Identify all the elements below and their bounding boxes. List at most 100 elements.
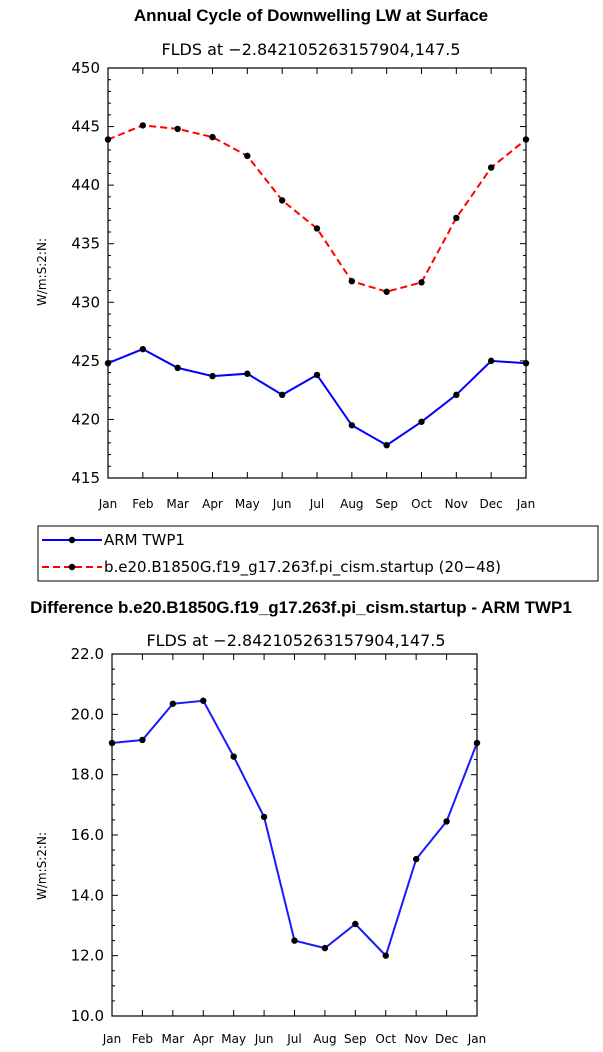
c1-series-line-1 xyxy=(107,124,527,293)
c2-xtick-label: Sep xyxy=(344,1032,367,1046)
c1-series-1-point xyxy=(313,225,321,232)
chart2-subtitle: FLDS at −2.842105263157904,147.5 xyxy=(146,631,445,650)
chart2-plot-frame xyxy=(111,653,478,1017)
c1-series-1-point xyxy=(348,278,356,285)
c1-ytick-label: 420 xyxy=(71,410,100,428)
c1-series-0-point xyxy=(383,442,390,449)
c1-series-1-point xyxy=(383,288,390,295)
c2-series-0-point xyxy=(108,739,116,747)
c2-xtick-label: Mar xyxy=(162,1032,185,1046)
c1-xtick-label: Jan xyxy=(98,497,118,511)
c2-series-0-point xyxy=(382,952,389,959)
c1-xtick-label: Mar xyxy=(166,497,189,511)
c2-xtick-label: May xyxy=(221,1032,246,1046)
c1-series-1-point xyxy=(418,279,425,286)
chart1-y-axis-label: W/m:S:2:N: xyxy=(35,238,49,306)
c1-series-1-point xyxy=(278,197,286,204)
c1-series-1-point xyxy=(453,214,460,222)
c1-xtick-label: Nov xyxy=(445,497,468,511)
c2-series-line-0 xyxy=(111,699,478,958)
chart1-plot-frame xyxy=(107,67,527,479)
legend-box xyxy=(37,525,599,582)
c1-series-0-point xyxy=(522,360,530,367)
c2-xtick-label: Jul xyxy=(286,1032,301,1046)
c2-xtick-label: Nov xyxy=(404,1032,427,1046)
c1-xtick-label: Jul xyxy=(309,497,324,511)
c1-series-0-point xyxy=(418,418,425,425)
c2-series-0-point xyxy=(169,700,177,707)
chart2-y-ticks: 10.0 12.0 14.0 16.0 18.0 20.0 22.0 xyxy=(71,645,477,1025)
c1-xtick-label: Dec xyxy=(480,497,503,511)
c2-series-0-point xyxy=(260,813,268,821)
c2-xtick-label: Apr xyxy=(193,1032,214,1046)
c1-xtick-label: Aug xyxy=(340,497,363,511)
chart-annual-cycle: Annual Cycle of Downwelling LW at Surfac… xyxy=(35,6,535,511)
c1-ytick-label: 435 xyxy=(71,235,100,253)
legend-label-obs: ARM TWP1 xyxy=(104,531,185,549)
c1-series-1-point xyxy=(104,136,112,143)
c2-series-0-point xyxy=(473,739,481,747)
c1-xtick-label: Jan xyxy=(516,497,536,511)
c1-series-1-point xyxy=(522,136,530,143)
c1-series-1-point xyxy=(209,133,216,141)
chart-difference: Difference b.e20.B1850G.f19_g17.263f.pi_… xyxy=(30,598,572,1046)
c1-series-0-point xyxy=(278,391,286,399)
c2-series-0-point xyxy=(200,697,207,704)
c1-series-1-point xyxy=(174,125,181,133)
c2-xtick-label: Jun xyxy=(254,1032,274,1046)
legend-label-model: b.e20.B1850G.f19_g17.263f.pi_cism.startu… xyxy=(104,558,501,577)
c2-ytick-label: 14.0 xyxy=(71,886,104,904)
c2-series-0-point xyxy=(321,944,329,952)
chart1-series xyxy=(104,122,530,449)
c2-series-0-point xyxy=(352,920,359,928)
c1-xtick-label: May xyxy=(235,497,260,511)
c2-series-0-point xyxy=(291,937,298,944)
c2-ytick-label: 18.0 xyxy=(71,766,104,784)
c2-xtick-label: Oct xyxy=(375,1032,396,1046)
c1-series-0-point xyxy=(104,360,112,367)
chart1-legend: ARM TWP1 b.e20.B1850G.f19_g17.263f.pi_ci… xyxy=(37,525,599,582)
c2-xtick-label: Dec xyxy=(435,1032,458,1046)
c1-series-0-point xyxy=(209,372,216,380)
c1-ytick-label: 425 xyxy=(71,352,100,370)
legend-marker-model xyxy=(68,563,76,571)
c1-series-1-point xyxy=(139,122,147,129)
c1-series-1-point xyxy=(244,152,251,160)
c2-xtick-label: Feb xyxy=(132,1032,153,1046)
c1-series-1-point xyxy=(487,164,495,171)
c2-series-0-point xyxy=(230,753,237,760)
chart1-title: Annual Cycle of Downwelling LW at Surfac… xyxy=(134,6,488,25)
c1-series-0-point xyxy=(487,357,495,365)
c2-ytick-label: 22.0 xyxy=(71,645,104,663)
chart2-y-axis-label: W/m:S:2:N: xyxy=(35,832,49,900)
c1-xtick-label: Oct xyxy=(411,497,432,511)
c1-xtick-label: Sep xyxy=(375,497,398,511)
c1-ytick-label: 445 xyxy=(71,118,100,136)
c2-ytick-label: 12.0 xyxy=(71,947,104,965)
c2-ytick-label: 10.0 xyxy=(71,1007,104,1025)
c1-series-0-point xyxy=(313,371,321,379)
c2-series-0-point xyxy=(412,855,420,863)
c1-series-line-0 xyxy=(107,347,527,447)
legend-marker-obs xyxy=(68,536,76,544)
c1-series-0-point xyxy=(348,422,356,429)
c1-series-0-point xyxy=(139,345,147,353)
c1-series-0-point xyxy=(174,364,181,372)
c1-series-0-point xyxy=(244,370,251,377)
c2-xtick-label: Jan xyxy=(102,1032,122,1046)
c1-xtick-label: Apr xyxy=(202,497,223,511)
c2-xtick-label: Jan xyxy=(467,1032,487,1046)
c1-ytick-label: 440 xyxy=(71,176,100,194)
c1-ytick-label: 450 xyxy=(71,59,100,77)
c2-ytick-label: 20.0 xyxy=(71,705,104,723)
chart2-x-ticks: Jan Feb Mar Apr May Jun Jul Aug Sep Oct Nov Dec Jan xyxy=(102,654,487,1046)
chart2-series xyxy=(108,697,481,959)
chart1-x-ticks: Jan Feb Mar Apr May Jun Jul Aug Sep Oct Nov Dec Jan xyxy=(98,68,536,511)
c1-ytick-label: 430 xyxy=(71,293,100,311)
chart2-title: Difference b.e20.B1850G.f19_g17.263f.pi_… xyxy=(30,598,572,617)
chart1-y-ticks: 415 420 425 430 435 440 445 450 xyxy=(71,59,526,487)
c2-xtick-label: Aug xyxy=(313,1032,336,1046)
c1-xtick-label: Feb xyxy=(132,497,153,511)
chart1-subtitle: FLDS at −2.842105263157904,147.5 xyxy=(161,40,460,59)
